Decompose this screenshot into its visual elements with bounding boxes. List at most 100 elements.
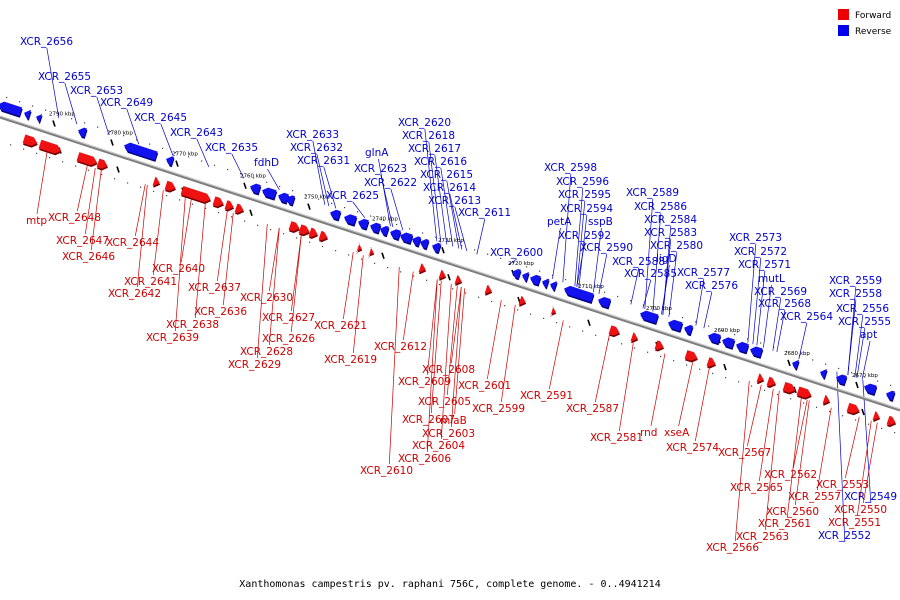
forward-gene-label: miaB bbox=[440, 415, 467, 427]
forward-gene-arrow bbox=[766, 376, 777, 389]
reverse-gene-arrow bbox=[820, 369, 828, 380]
minor-ticks bbox=[6, 96, 896, 434]
forward-gene-label: xseA bbox=[664, 427, 690, 439]
major-ticks: 2790 kbp 2780 kbp 2770 kbp 2760 kbp 2750 kbp… bbox=[49, 112, 878, 416]
forward-gene-arrow bbox=[367, 246, 375, 258]
reverse-gene-arrow bbox=[886, 390, 896, 402]
forward-gene-label: XCR_2606 bbox=[398, 453, 451, 465]
forward-gene-label: XCR_2630 bbox=[240, 292, 293, 304]
reverse-gene-label: XCR_2586 bbox=[634, 201, 687, 213]
forward-gene-arrow bbox=[872, 411, 881, 422]
reverse-gene-label: XCR_2617 bbox=[408, 143, 461, 155]
forward-gene-label: XCR_2550 bbox=[834, 504, 887, 516]
forward-gene-arrow bbox=[454, 275, 463, 286]
forward-gene-label: XCR_2612 bbox=[374, 341, 427, 353]
reverse-gene-arrow bbox=[124, 142, 159, 162]
forward-gene-label: XCR_2648 bbox=[48, 212, 101, 224]
reverse-gene-arrow bbox=[598, 296, 612, 310]
tick-label: 2730 kbp bbox=[438, 238, 464, 244]
reverse-gene-arrow bbox=[344, 214, 358, 227]
reverse-gene-arrow bbox=[370, 222, 382, 235]
forward-gene-arrow bbox=[298, 224, 310, 237]
forward-gene-arrow bbox=[96, 158, 108, 171]
reverse-gene-label: XCR_2614 bbox=[423, 182, 476, 194]
reverse-gene-label: XCR_2549 bbox=[844, 491, 897, 503]
reverse-gene-label: ligD bbox=[656, 253, 677, 265]
genome-axis bbox=[0, 115, 900, 412]
reverse-gene-arrow bbox=[668, 319, 684, 333]
forward-gene-arrow bbox=[518, 296, 527, 307]
forward-gene-arrow bbox=[756, 373, 765, 385]
reverse-gene-arrow bbox=[286, 195, 296, 207]
forward-gene-label: XCR_2640 bbox=[152, 263, 205, 275]
forward-gene-label: XCR_2581 bbox=[590, 432, 643, 444]
forward-gene-label: XCR_2565 bbox=[730, 482, 783, 494]
reverse-gene-label: apt bbox=[860, 329, 877, 341]
forward-gene-arrow bbox=[608, 325, 620, 338]
legend-reverse-label: Reverse bbox=[855, 27, 892, 37]
forward-gene-label: XCR_2553 bbox=[816, 479, 869, 491]
legend-forward-label: Forward bbox=[855, 11, 891, 21]
forward-gene-label: mtp bbox=[26, 215, 47, 227]
forward-gene-arrow bbox=[164, 180, 176, 193]
forward-gene-label: XCR_2642 bbox=[108, 288, 161, 300]
forward-gene-arrow bbox=[782, 381, 796, 395]
reverse-gene-label: XCR_2595 bbox=[558, 189, 611, 201]
tick-label: 2780 kbp bbox=[107, 130, 133, 136]
reverse-gene-arrow bbox=[0, 101, 23, 118]
reverse-gene-label: XCR_2559 bbox=[829, 275, 882, 287]
reverse-gene-arrow bbox=[36, 113, 43, 125]
reverse-gene-arrow bbox=[78, 127, 88, 139]
forward-gene-label: XCR_2629 bbox=[228, 359, 281, 371]
forward-gene-label: XCR_2636 bbox=[194, 306, 247, 318]
tick-label: 2790 kbp bbox=[49, 112, 75, 118]
tick-label: 2760 kbp bbox=[240, 174, 266, 180]
reverse-gene-arrow bbox=[250, 183, 262, 196]
reverse-gene-arrow bbox=[512, 268, 522, 281]
forward-gene-label: XCR_2599 bbox=[472, 403, 525, 415]
reverse-gene-arrow bbox=[330, 209, 342, 222]
reverse-gene-arrow bbox=[564, 285, 595, 304]
forward-gene-arrow bbox=[822, 395, 831, 406]
reverse-gene-label: XCR_2653 bbox=[70, 85, 123, 97]
forward-gene-label: XCR_2628 bbox=[240, 346, 293, 358]
forward-gene-arrow bbox=[234, 203, 245, 215]
tick-label: 2680 kbp bbox=[784, 351, 810, 357]
reverse-gene-arrow bbox=[400, 232, 414, 245]
reverse-gene-label: XCR_2573 bbox=[729, 232, 782, 244]
reverse-gene-label: XCR_2556 bbox=[836, 303, 889, 315]
forward-gene-label: XCR_2604 bbox=[412, 440, 465, 452]
forward-gene-arrow bbox=[484, 284, 493, 296]
reverse-gene-label: XCR_2555 bbox=[838, 316, 891, 328]
reverse-gene-label: XCR_2590 bbox=[580, 242, 633, 254]
tick-label: 2690 kbp bbox=[714, 328, 740, 334]
forward-gene-arrow bbox=[355, 242, 363, 254]
reverse-gene-arrow bbox=[412, 236, 422, 248]
forward-gene-label: XCR_2605 bbox=[418, 396, 471, 408]
forward-gene-label: XCR_2608 bbox=[422, 364, 475, 376]
forward-gene-label: XCR_2551 bbox=[828, 517, 881, 529]
genome-axis-highlight bbox=[0, 115, 900, 410]
reverse-gene-label: XCR_2568 bbox=[758, 298, 811, 310]
reverse-gene-label: XCR_2577 bbox=[677, 267, 730, 279]
reverse-gene-arrow bbox=[750, 346, 764, 359]
forward-gene-label: XCR_2567 bbox=[718, 447, 771, 459]
forward-gene-label: XCR_2601 bbox=[458, 380, 511, 392]
forward-gene-label: XCR_2563 bbox=[736, 531, 789, 543]
forward-gene-arrow bbox=[654, 340, 665, 352]
forward-gene-arrow bbox=[438, 269, 447, 281]
reverse-gene-arrow bbox=[166, 156, 175, 168]
forward-gene-label: XCR_2557 bbox=[788, 491, 841, 503]
forward-gene-label: XCR_2627 bbox=[262, 312, 315, 324]
forward-gene-label: XCR_2626 bbox=[262, 333, 315, 345]
reverse-gene-label: sspB bbox=[588, 216, 613, 228]
forward-gene-label: rnd bbox=[640, 427, 657, 439]
reverse-gene-label: fdhD bbox=[254, 157, 279, 169]
forward-gene-arrow bbox=[212, 196, 224, 209]
tick-label: 2750 kbp bbox=[304, 195, 330, 201]
forward-gene-label: XCR_2609 bbox=[398, 376, 451, 388]
reverse-gene-label: XCR_2569 bbox=[754, 286, 807, 298]
reverse-gene-label: XCR_2580 bbox=[650, 240, 703, 252]
forward-gene-arrow bbox=[152, 176, 161, 188]
